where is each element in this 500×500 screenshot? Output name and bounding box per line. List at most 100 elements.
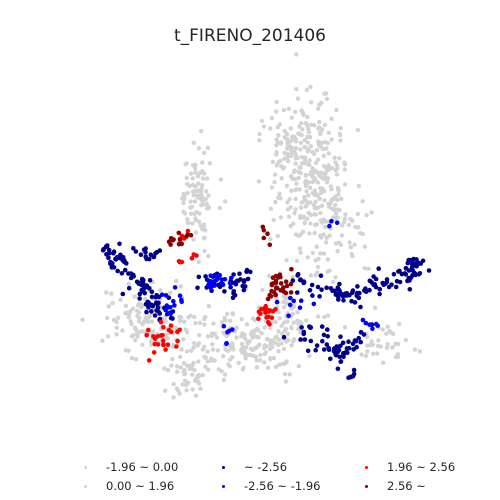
map-point [245, 341, 251, 346]
map-point [165, 367, 171, 373]
map-point [155, 342, 161, 347]
map-point [110, 300, 115, 306]
map-point [286, 214, 292, 219]
map-point [271, 355, 276, 361]
map-point [326, 151, 331, 156]
map-point [358, 304, 363, 310]
map-point [157, 248, 163, 253]
map-point [238, 277, 243, 282]
map-point [268, 206, 274, 211]
map-point [316, 139, 321, 144]
map-point [196, 341, 202, 346]
map-point [196, 219, 202, 224]
map-point [168, 242, 173, 247]
map-point [337, 281, 342, 287]
map-point [312, 212, 317, 217]
map-point [334, 220, 340, 225]
map-point [411, 256, 417, 262]
map-point [258, 352, 263, 358]
map-point [161, 342, 166, 347]
map-point [224, 311, 230, 317]
map-point [324, 179, 330, 185]
map-point [318, 251, 323, 256]
map-point [181, 319, 187, 324]
map-point [277, 122, 282, 127]
map-point [80, 317, 85, 322]
map-point [135, 303, 141, 308]
map-point [281, 107, 287, 113]
legend-label: ~ -2.56 [244, 460, 288, 474]
map-point [403, 266, 409, 271]
legend-marker [222, 465, 225, 469]
map-point [202, 248, 207, 254]
map-point [335, 166, 340, 171]
map-point [302, 337, 308, 342]
map-point [289, 343, 294, 348]
map-point [283, 279, 289, 285]
map-point [263, 350, 268, 355]
map-point [227, 280, 233, 286]
map-point [330, 215, 336, 220]
map-point [337, 207, 342, 213]
map-point [274, 149, 279, 155]
map-point [362, 266, 367, 271]
map-point [306, 126, 311, 131]
map-point [202, 150, 207, 155]
map-point [305, 140, 311, 145]
map-point [273, 335, 278, 340]
map-point [326, 130, 331, 135]
map-point [380, 327, 386, 332]
map-point [376, 266, 382, 271]
map-point [202, 322, 207, 327]
map-point [176, 230, 182, 236]
map-point [305, 216, 310, 221]
map-point [305, 149, 310, 154]
map-point [118, 297, 123, 302]
map-point [282, 135, 287, 140]
map-point [307, 158, 312, 163]
map-point [333, 275, 338, 280]
map-point [106, 334, 111, 339]
map-point [184, 388, 189, 393]
map-point [257, 342, 262, 347]
map-point [180, 382, 185, 387]
map-point [174, 364, 180, 369]
map-point [159, 292, 165, 298]
map-point [168, 329, 174, 335]
map-point [120, 254, 126, 260]
map-point [333, 202, 338, 208]
map-point [184, 175, 189, 181]
map-point [273, 364, 279, 369]
map-point [231, 289, 237, 294]
map-point [147, 314, 152, 319]
map-point [204, 176, 210, 181]
map-point [177, 259, 183, 265]
map-point [317, 119, 322, 125]
map-point [338, 126, 343, 131]
map-point [137, 296, 142, 301]
map-point [347, 240, 352, 245]
map-point [228, 285, 233, 290]
map-point [242, 350, 248, 355]
map-point [270, 319, 275, 324]
map-point [303, 204, 308, 209]
map-point [369, 210, 374, 215]
map-point [332, 155, 337, 160]
legend-item: 1.96 ~ 2.56 [361, 458, 455, 476]
map-point [233, 281, 239, 287]
map-point [301, 280, 307, 286]
map-point [146, 358, 152, 363]
map-point [138, 280, 143, 286]
legend-marker [84, 465, 87, 469]
map-point [284, 301, 289, 306]
map-point [109, 291, 114, 296]
map-point [305, 348, 311, 354]
legend-label: 0.00 ~ 1.96 [106, 479, 175, 493]
map-point [184, 234, 189, 239]
map-point [189, 255, 195, 261]
map-point [295, 290, 300, 295]
map-point [341, 219, 347, 225]
map-point [290, 311, 295, 317]
map-point [271, 217, 276, 223]
map-point [269, 288, 274, 294]
